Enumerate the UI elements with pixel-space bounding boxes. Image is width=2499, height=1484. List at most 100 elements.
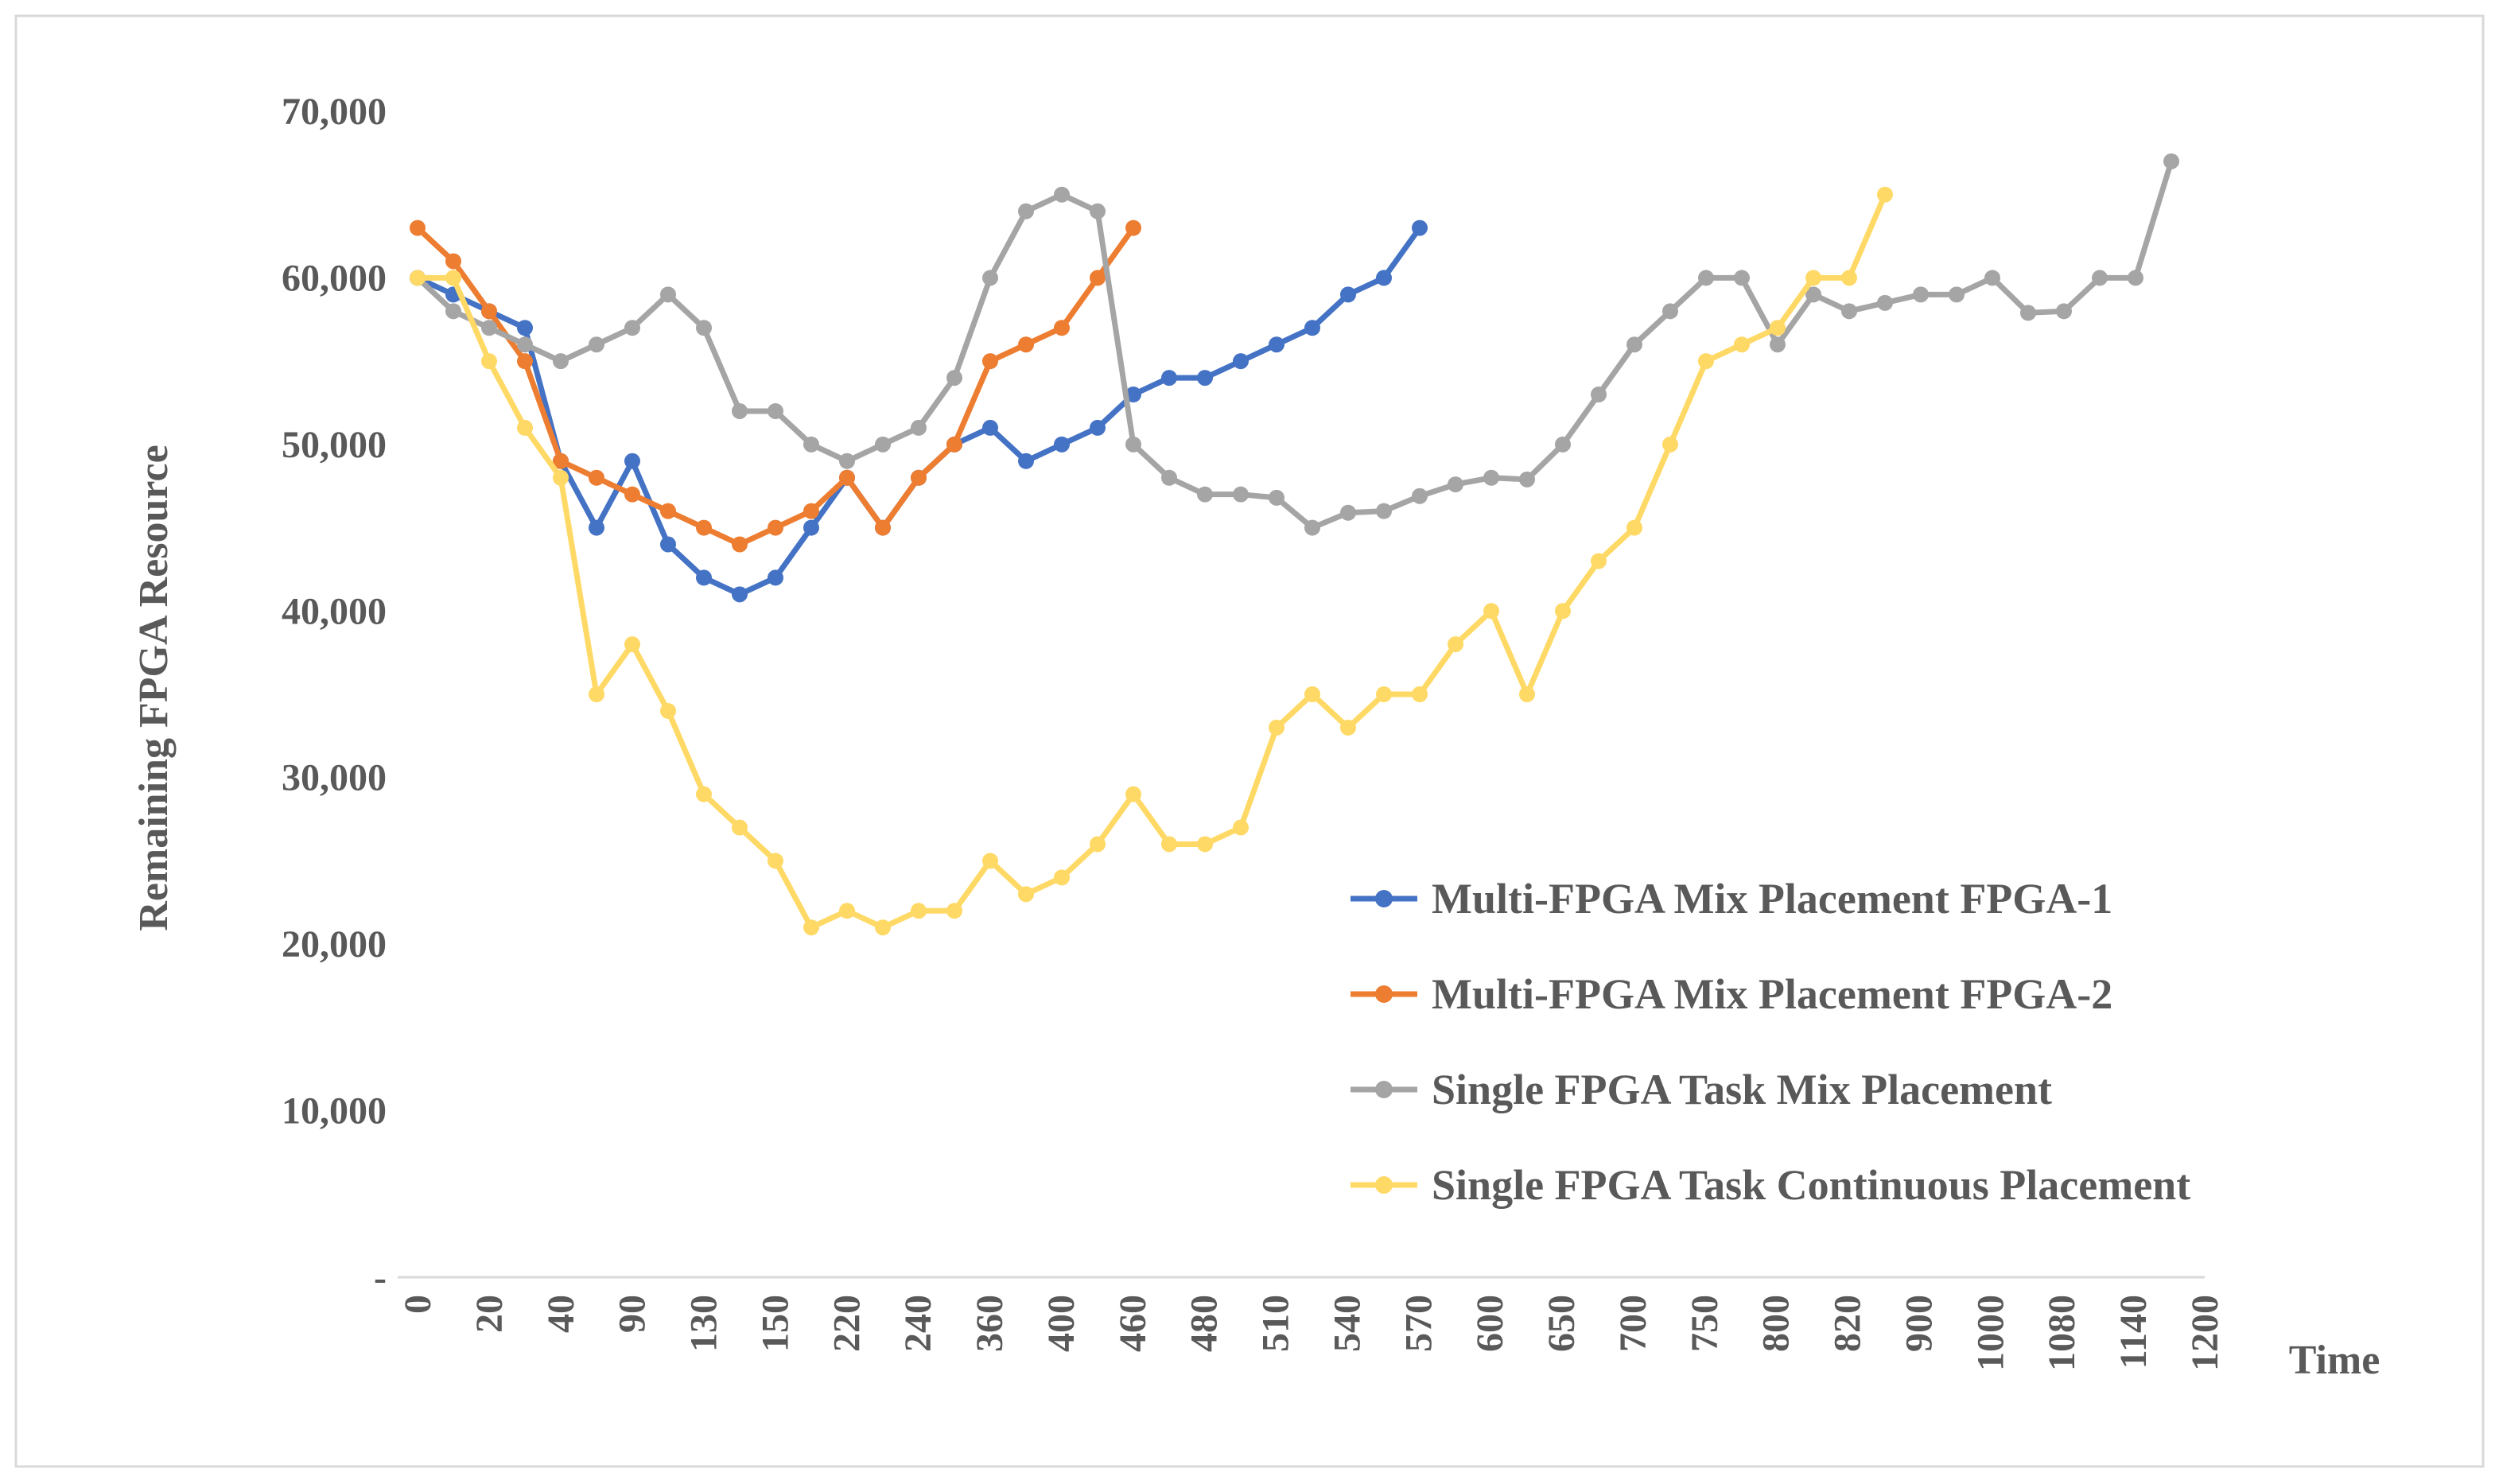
data-point [1412,219,1428,236]
x-tick-label: 820 [1827,1295,1869,1352]
y-tick-label: 10,000 [282,1090,387,1132]
data-point [553,469,569,486]
data-point [1519,471,1535,488]
x-tick-label: 570 [1397,1295,1440,1352]
y-tick-label: 30,000 [282,757,387,799]
data-point [589,519,604,536]
data-point [1555,436,1571,453]
data-point [1054,186,1070,203]
data-point [1555,603,1571,620]
data-point [1376,686,1392,702]
data-point [696,320,712,336]
data-point [589,686,604,702]
data-point [553,453,569,469]
data-point [1448,476,1463,493]
data-point [1770,336,1786,353]
data-point [1304,519,1320,536]
data-point [1913,286,1929,303]
data-point [1090,270,1106,286]
x-tick-label: 480 [1183,1295,1226,1352]
data-point [768,402,783,419]
data-point [1591,553,1607,569]
data-point [2092,270,2108,286]
y-tick-label: 70,000 [282,91,387,133]
legend-swatch-marker [1375,890,1393,907]
data-point [1125,219,1141,236]
data-point [946,436,962,453]
legend: Multi-FPGA Mix Placement FPGA-1 Multi-FPG… [1351,875,2190,1209]
data-point [1090,419,1106,436]
legend-label: Single FPGA Task Mix Placement [1432,1066,2052,1113]
legend-item: Single FPGA Task Continuous Placement [1351,1161,2190,1209]
data-point [732,586,748,603]
legend-label: Single FPGA Task Continuous Placement [1432,1161,2190,1209]
x-tick-label: 90 [612,1295,654,1333]
data-point [1734,336,1750,353]
data-point [1662,436,1678,453]
data-point [1340,504,1356,521]
data-point [1483,603,1499,620]
x-tick-label: 150 [754,1295,796,1352]
legend-label: Multi-FPGA Mix Placement FPGA-2 [1432,970,2112,1018]
data-point [875,519,891,536]
data-point [696,519,712,536]
data-point [1018,203,1034,219]
data-point [1125,387,1141,403]
legend-item: Single FPGA Task Mix Placement [1351,1066,2052,1113]
data-point [517,353,533,370]
data-point [1734,270,1750,286]
data-point [1340,719,1356,736]
data-point [982,353,998,370]
x-tick-label: 1140 [2112,1295,2155,1369]
data-point [624,453,640,469]
data-point [732,819,748,836]
data-point [481,353,497,370]
legend-swatch-marker [1375,1176,1393,1194]
data-point [982,270,998,286]
data-point [1233,486,1249,503]
data-point [732,402,748,419]
data-point [982,419,998,436]
y-tick-label: 40,000 [282,590,387,632]
data-point [1591,387,1607,403]
data-point [1161,370,1177,387]
data-point [1412,686,1428,702]
data-point [839,903,855,919]
series-layer [410,153,2179,936]
data-point [589,336,604,353]
data-point [1448,636,1463,653]
data-point [1698,270,1714,286]
data-point [1519,686,1535,702]
data-point [2128,270,2143,286]
x-tick-label: 130 [683,1295,725,1352]
data-point [1805,286,1821,303]
data-point [1197,486,1213,503]
data-point [696,569,712,586]
data-point [1161,836,1177,853]
x-tick-label: 240 [897,1295,939,1352]
y-axis-title: Remaining FPGA Resource [131,445,177,930]
data-point [803,436,819,453]
data-point [911,903,927,919]
data-point [1376,270,1392,286]
data-point [946,903,962,919]
legend-swatch-marker [1375,1081,1393,1098]
data-point [1877,186,1893,203]
data-point [803,503,819,519]
x-tick-label: 400 [1040,1295,1082,1352]
data-point [1090,203,1106,219]
data-point [1340,286,1356,303]
x-axis-title: Time [2289,1338,2380,1383]
series-3 [410,153,2179,536]
data-point [946,370,962,387]
series-line [414,192,1888,930]
data-point [1125,436,1141,453]
data-point [1090,836,1106,853]
data-point [2163,153,2179,169]
data-point [839,469,855,486]
data-point [1018,453,1034,469]
data-point [660,702,676,719]
data-point [660,503,676,519]
legend-label: Multi-FPGA Mix Placement FPGA-1 [1432,875,2112,923]
